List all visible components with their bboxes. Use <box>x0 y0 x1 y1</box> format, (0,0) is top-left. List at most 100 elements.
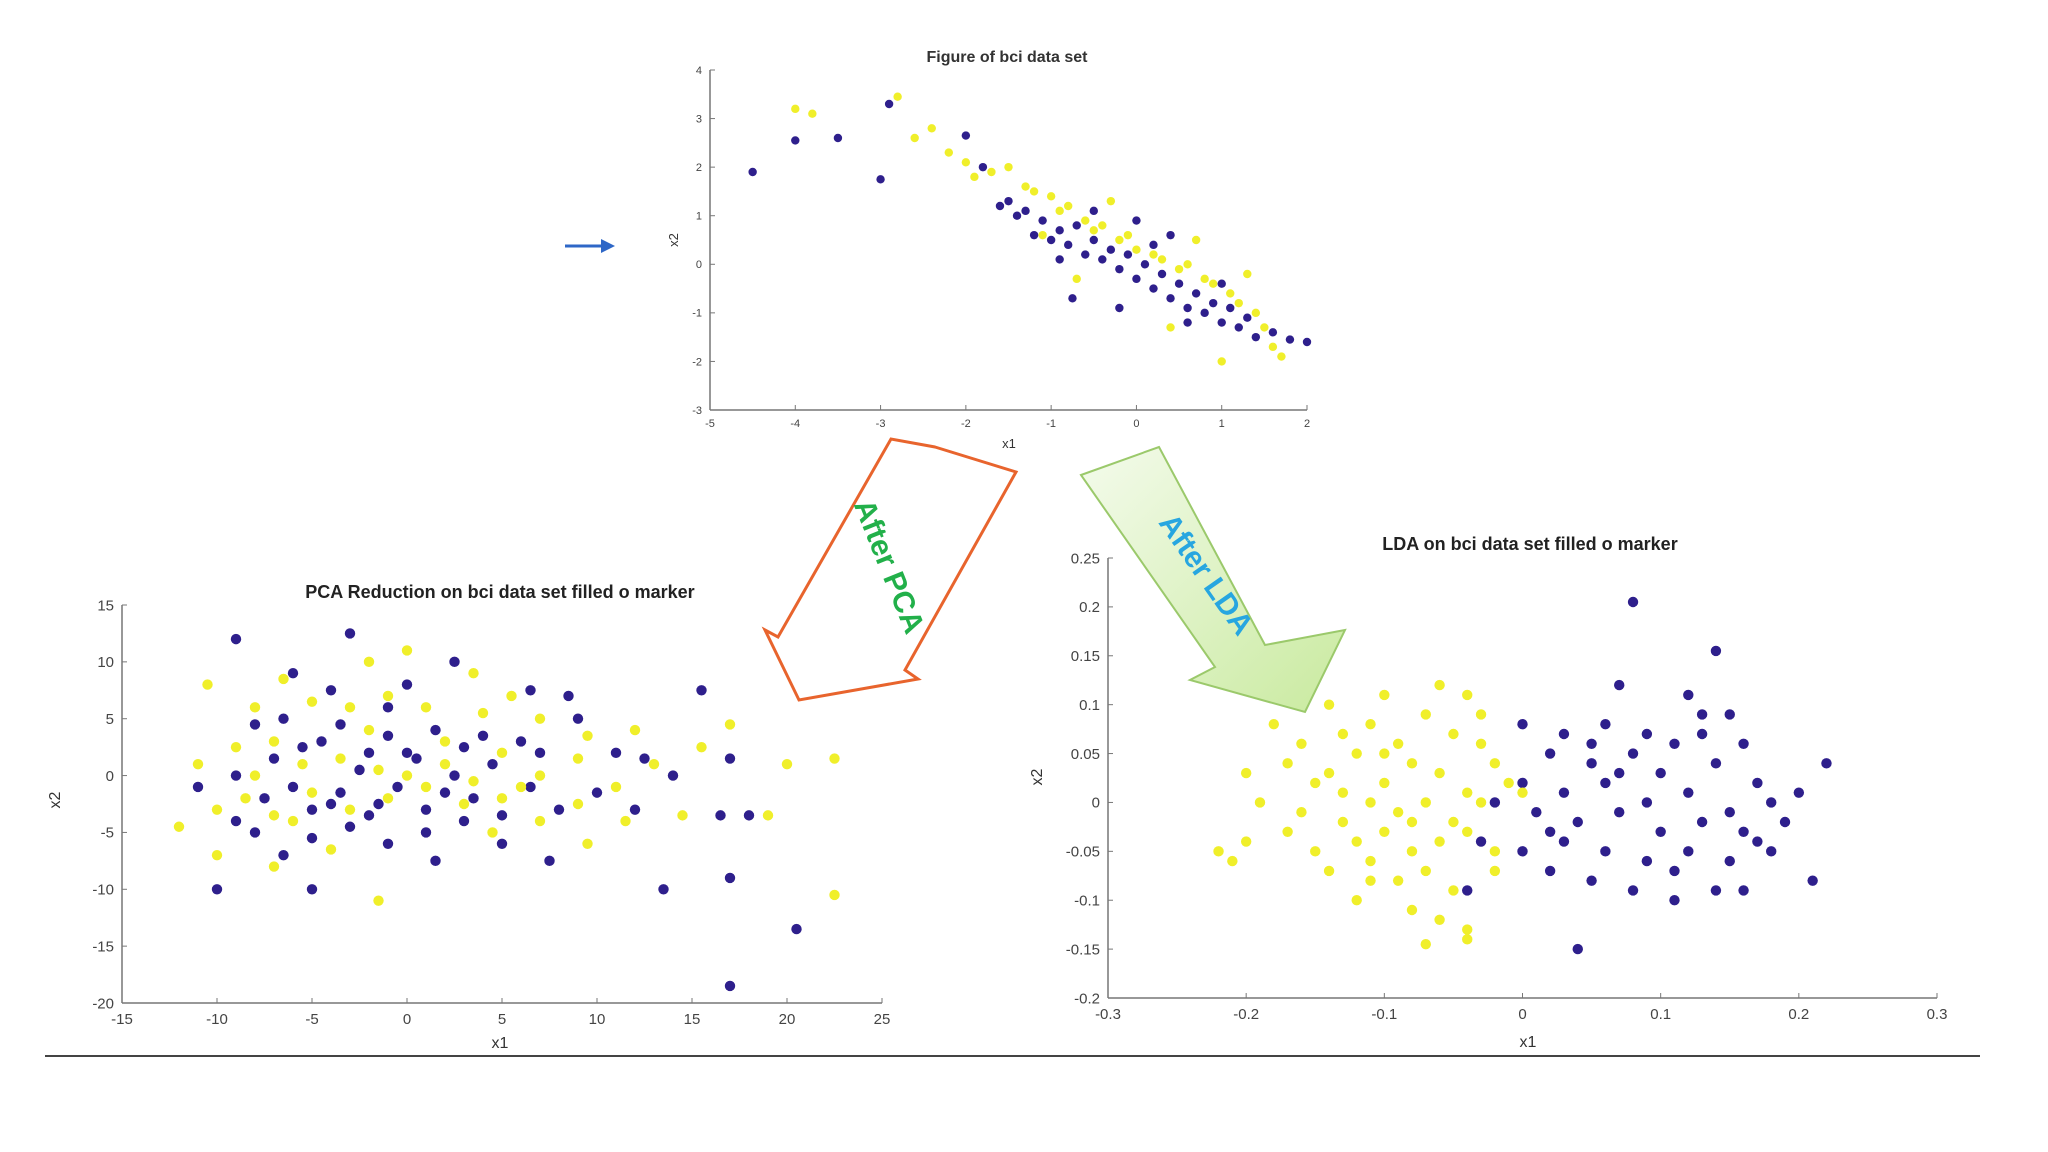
data-point-class-a <box>515 736 527 747</box>
data-point-class-a <box>420 804 432 815</box>
y-tick-label: 15 <box>97 597 114 614</box>
x-tick-label: 15 <box>684 1011 701 1028</box>
data-point-class-a <box>1572 816 1583 828</box>
data-point-class-a <box>724 753 736 764</box>
after-lda-arrow: After LDA <box>1079 445 1347 714</box>
data-point-class-b <box>944 148 953 157</box>
chart-lda-ylabel: x2 <box>1029 768 1046 785</box>
data-point-class-b <box>582 730 593 741</box>
data-point-class-b <box>278 673 289 685</box>
pca-arrow-shape <box>761 437 1019 702</box>
data-point-class-b <box>1420 709 1431 720</box>
data-point-class-b <box>1254 797 1266 808</box>
data-point-class-a <box>978 162 988 172</box>
data-point-class-a <box>525 781 536 793</box>
data-point-class-b <box>1434 767 1445 779</box>
data-point-class-a <box>1600 777 1611 789</box>
y-tick-label: -20 <box>92 995 114 1012</box>
data-point-class-a <box>639 753 650 764</box>
chart-original-ylabel: x2 <box>666 233 681 247</box>
data-point-class-a <box>1793 787 1805 798</box>
data-point-class-b <box>1226 289 1235 298</box>
y-tick-label: 0.15 <box>1071 648 1100 665</box>
data-point-class-b <box>1406 758 1418 769</box>
data-point-class-a <box>743 810 755 821</box>
x-tick-label: 0.3 <box>1927 1006 1948 1023</box>
chart-lda-axes: -0.3 -0.2 -0.1 0 0.1 0.2 0.3-0.2-0.15-0.1-0.05… <box>1066 550 1948 1023</box>
data-point-class-b <box>620 815 631 827</box>
data-point-class-a <box>1268 328 1278 337</box>
data-point-class-b <box>829 753 840 764</box>
data-point-class-b <box>1260 323 1269 332</box>
data-point-class-a <box>791 136 800 145</box>
data-point-class-b <box>173 821 185 832</box>
data-point-class-a <box>1696 816 1708 828</box>
data-point-class-a <box>1149 284 1158 293</box>
chart-lda-title: LDA on bci data set filled o marker <box>1382 534 1677 554</box>
data-point-class-b <box>1392 807 1404 818</box>
data-point-class-a <box>1696 709 1708 720</box>
data-point-class-b <box>724 719 736 730</box>
data-point-class-a <box>1046 235 1056 245</box>
data-point-class-b <box>1462 826 1473 837</box>
data-point-class-a <box>1089 206 1098 216</box>
data-point-class-a <box>696 685 707 696</box>
data-point-class-b <box>927 124 936 133</box>
chart-lda-xlabel: x1 <box>1520 1034 1537 1051</box>
data-point-class-b <box>1337 787 1349 798</box>
data-point-class-a <box>791 923 802 935</box>
data-point-class-a <box>325 798 337 810</box>
data-point-class-b <box>1365 797 1376 808</box>
data-point-class-b <box>1323 767 1335 779</box>
data-point-class-b <box>1365 719 1376 730</box>
data-point-class-a <box>1462 885 1473 896</box>
data-point-class-b <box>1462 689 1473 701</box>
data-point-class-a <box>458 815 470 827</box>
data-point-class-a <box>1614 767 1625 779</box>
x-tick-label: -0.3 <box>1095 1006 1121 1023</box>
data-point-class-b <box>306 696 318 707</box>
data-point-class-a <box>833 133 843 143</box>
data-point-class-b <box>1517 787 1528 798</box>
lda-arrow-shape <box>1079 445 1347 714</box>
data-point-class-b <box>1021 182 1030 191</box>
data-point-class-b <box>1420 939 1431 950</box>
data-point-class-a <box>1683 787 1694 798</box>
data-point-class-a <box>316 736 327 747</box>
data-point-class-b <box>401 770 413 781</box>
data-point-class-b <box>1310 777 1321 789</box>
data-point-class-a <box>1183 318 1192 327</box>
data-point-class-b <box>534 713 546 724</box>
data-point-class-a <box>430 855 441 867</box>
y-tick-label: -15 <box>92 938 114 955</box>
data-point-class-a <box>278 849 289 861</box>
data-point-class-b <box>1434 914 1445 925</box>
data-point-class-a <box>1251 332 1261 342</box>
y-tick-label: 10 <box>97 654 114 671</box>
data-point-class-a <box>192 781 204 793</box>
data-point-class-a <box>1586 738 1597 749</box>
data-point-class-b <box>1081 216 1090 225</box>
data-point-class-a <box>335 719 346 730</box>
data-point-class-b <box>1448 728 1459 740</box>
x-tick-label: -15 <box>111 1011 133 1028</box>
data-point-class-a <box>1558 787 1570 798</box>
data-point-class-a <box>995 201 1005 211</box>
data-point-class-a <box>306 832 318 844</box>
data-point-class-a <box>1724 807 1735 818</box>
data-point-class-a <box>1132 274 1141 284</box>
data-point-class-b <box>515 781 527 793</box>
data-point-class-b <box>1323 699 1335 710</box>
data-point-class-b <box>1351 748 1362 759</box>
x-tick-label: 0 <box>1518 1006 1526 1023</box>
data-point-class-b <box>1157 255 1167 264</box>
data-point-class-a <box>249 827 261 838</box>
data-point-class-a <box>439 787 451 798</box>
data-point-class-a <box>884 99 894 109</box>
data-point-class-b <box>1434 836 1445 847</box>
x-tick-label: -10 <box>206 1011 228 1028</box>
data-point-class-a <box>1752 836 1763 847</box>
data-point-class-a <box>449 770 460 781</box>
data-point-class-b <box>211 804 223 815</box>
y-tick-label: 0.2 <box>1079 599 1100 616</box>
